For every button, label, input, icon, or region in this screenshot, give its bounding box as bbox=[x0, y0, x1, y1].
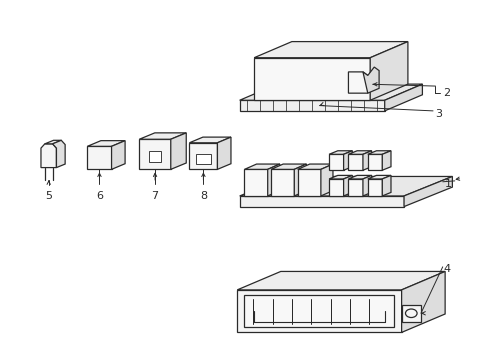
Polygon shape bbox=[139, 133, 186, 139]
Text: 5: 5 bbox=[45, 191, 52, 201]
Text: 4: 4 bbox=[443, 264, 450, 274]
Polygon shape bbox=[384, 84, 422, 111]
Polygon shape bbox=[45, 140, 61, 144]
Polygon shape bbox=[401, 305, 420, 322]
Polygon shape bbox=[237, 290, 401, 332]
Polygon shape bbox=[328, 175, 351, 179]
Polygon shape bbox=[369, 42, 407, 100]
Text: 2: 2 bbox=[442, 88, 449, 98]
Polygon shape bbox=[403, 176, 451, 207]
Polygon shape bbox=[149, 151, 161, 162]
Polygon shape bbox=[401, 271, 444, 332]
Polygon shape bbox=[367, 151, 390, 154]
Polygon shape bbox=[348, 179, 362, 196]
Polygon shape bbox=[244, 169, 267, 196]
Polygon shape bbox=[217, 137, 230, 169]
Polygon shape bbox=[320, 164, 332, 196]
Polygon shape bbox=[362, 175, 371, 196]
Polygon shape bbox=[343, 175, 351, 196]
Text: 7: 7 bbox=[151, 191, 158, 201]
Polygon shape bbox=[362, 67, 378, 93]
Polygon shape bbox=[254, 42, 407, 58]
Polygon shape bbox=[348, 175, 371, 179]
Polygon shape bbox=[343, 151, 351, 170]
Polygon shape bbox=[297, 164, 332, 169]
Polygon shape bbox=[348, 72, 367, 93]
Polygon shape bbox=[237, 271, 444, 290]
Polygon shape bbox=[239, 100, 384, 111]
Polygon shape bbox=[170, 133, 186, 169]
Polygon shape bbox=[189, 137, 230, 143]
Polygon shape bbox=[362, 151, 371, 170]
Polygon shape bbox=[382, 151, 390, 170]
Polygon shape bbox=[328, 154, 343, 170]
Polygon shape bbox=[297, 169, 320, 196]
Polygon shape bbox=[41, 144, 56, 168]
Text: 3: 3 bbox=[435, 109, 442, 120]
Polygon shape bbox=[254, 58, 369, 100]
Polygon shape bbox=[367, 154, 382, 170]
Text: 1: 1 bbox=[444, 179, 451, 189]
Polygon shape bbox=[239, 196, 403, 207]
Polygon shape bbox=[270, 164, 306, 169]
Polygon shape bbox=[382, 175, 390, 196]
Polygon shape bbox=[53, 140, 65, 168]
Polygon shape bbox=[348, 154, 362, 170]
Polygon shape bbox=[244, 164, 279, 169]
Polygon shape bbox=[87, 141, 125, 146]
Polygon shape bbox=[87, 146, 111, 169]
Polygon shape bbox=[239, 176, 451, 196]
Polygon shape bbox=[244, 295, 393, 327]
Polygon shape bbox=[294, 164, 306, 196]
Polygon shape bbox=[189, 143, 217, 169]
Polygon shape bbox=[196, 154, 210, 164]
Polygon shape bbox=[267, 164, 279, 196]
Polygon shape bbox=[367, 179, 382, 196]
Polygon shape bbox=[139, 139, 170, 169]
Polygon shape bbox=[111, 141, 125, 169]
Polygon shape bbox=[328, 179, 343, 196]
Text: 6: 6 bbox=[96, 191, 103, 201]
Polygon shape bbox=[328, 151, 351, 154]
Polygon shape bbox=[239, 84, 422, 100]
Polygon shape bbox=[348, 151, 371, 154]
Text: 8: 8 bbox=[200, 191, 206, 201]
Polygon shape bbox=[270, 169, 294, 196]
Polygon shape bbox=[367, 175, 390, 179]
